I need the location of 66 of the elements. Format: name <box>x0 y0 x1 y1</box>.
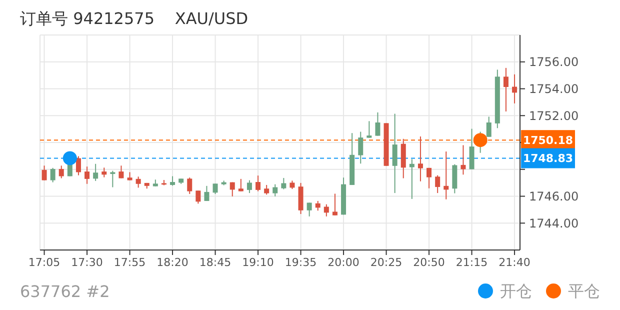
x-tick-label: 17:55 <box>114 256 146 269</box>
candlestick <box>264 184 270 196</box>
candlestick <box>358 131 364 164</box>
candlestick <box>58 165 64 179</box>
candlestick <box>196 190 201 204</box>
text: 637762 #2 <box>20 282 110 301</box>
candlestick <box>204 185 210 202</box>
candlestick <box>460 144 466 176</box>
candlestick <box>444 151 449 200</box>
x-tick-label: 18:20 <box>156 256 188 269</box>
candlestick <box>230 182 235 197</box>
y-tick-label: 1744.00 <box>529 216 579 230</box>
candlestick <box>400 138 406 179</box>
candlestick <box>170 176 176 186</box>
legend-label: 开仓 <box>500 282 532 301</box>
candlestick <box>76 156 81 176</box>
candlestick <box>136 176 141 188</box>
candlestick <box>93 163 98 182</box>
x-tick-label: 20:50 <box>413 256 445 269</box>
candlestick <box>375 112 380 136</box>
candlestick <box>315 200 320 212</box>
ref-line-label: 1750.18 <box>522 134 574 147</box>
x-tick-label: 17:30 <box>71 256 103 269</box>
x-tick-label: 19:35 <box>284 256 317 269</box>
candlestick <box>332 193 338 216</box>
candlestick <box>102 167 107 178</box>
candlestick <box>246 180 252 194</box>
candlestick <box>426 167 432 189</box>
x-tick-label: 18:45 <box>199 256 232 269</box>
y-tick-label: 1756.00 <box>529 55 579 70</box>
legend-label: 平仓 <box>568 282 600 301</box>
candlestick <box>212 183 218 194</box>
x-tick-label: 20:00 <box>328 256 360 269</box>
candlestick <box>50 167 56 183</box>
candlestick <box>42 165 47 181</box>
candlestick <box>187 177 192 194</box>
candlestick <box>84 166 90 184</box>
candlestick <box>324 204 329 217</box>
x-tick-label: 21:40 <box>498 256 530 269</box>
candlestick <box>110 170 116 188</box>
candlestick <box>512 74 518 104</box>
ref-line-label: 1748.83 <box>522 152 574 166</box>
x-tick-label: 17:05 <box>28 256 60 269</box>
x-tick-label: 21:15 <box>456 256 488 269</box>
candlestick <box>281 177 286 190</box>
candlestick <box>118 165 124 179</box>
candlestick <box>256 175 261 192</box>
candlestick <box>306 202 312 217</box>
y-tick-label: 1752.00 <box>529 108 579 123</box>
candlestick <box>452 164 458 194</box>
candlestick <box>418 136 423 182</box>
candlestick <box>238 178 244 192</box>
y-tick-label: 1754.00 <box>529 82 579 96</box>
candlestick <box>298 182 304 214</box>
candlestick <box>366 120 372 138</box>
candlestick <box>469 128 474 170</box>
y-tick-label: 1746.00 <box>529 189 579 204</box>
candlestick <box>435 174 440 194</box>
x-tick-label: 19:10 <box>242 256 274 269</box>
candlestick <box>392 113 398 194</box>
x-tick-label: 20:25 <box>370 256 402 269</box>
chart-title: 订单号 94212575 XAU/USD <box>20 9 248 28</box>
candlestick <box>409 158 414 200</box>
candlestick <box>503 67 508 112</box>
candlestick <box>486 116 492 138</box>
candlestick <box>272 184 278 197</box>
